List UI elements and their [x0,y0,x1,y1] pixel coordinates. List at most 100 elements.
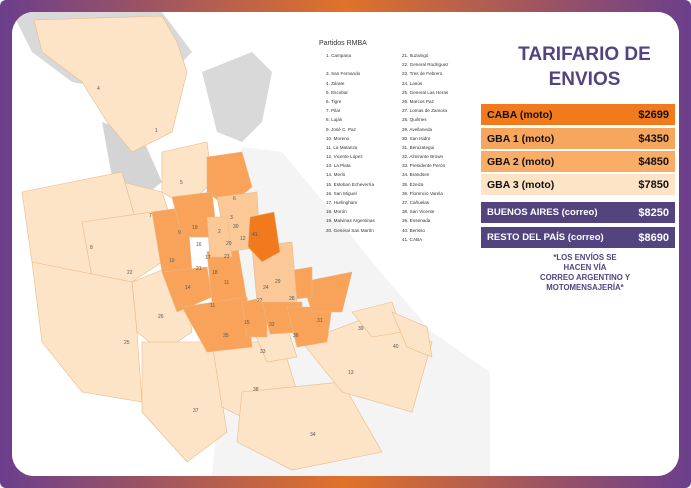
legend-item: 6. Tigre [326,98,342,104]
region-labels: 1 4 5 6 7 8 22 26 25 37 38 34 13 33 35 1… [90,86,399,438]
tariff-label: CABA (moto) [487,108,553,121]
legend-item: 36. Florencio Varela [402,190,443,196]
tariff-label: GBA 1 (moto) [487,132,555,145]
label-14: 14 [185,285,191,291]
region-gral-rodriguez [81,211,163,283]
legend-item: 34. Brandsen [402,172,430,178]
label-4: 4 [97,86,100,92]
label-19: 19 [192,225,198,231]
label-21: 21 [196,266,202,272]
legend-item: 39. Ensenada [402,218,431,224]
label-27: 27 [257,298,263,304]
legend-item: 12. Vicente López [326,154,363,160]
label-22: 22 [127,270,133,276]
legend-item: 27. Lomas de Zamora [402,108,447,114]
label-5: 5 [180,180,183,186]
tariff-price: $7850 [638,178,669,191]
legend-item: 20. General San Martín [326,227,374,233]
label-40: 40 [393,344,399,350]
legend-item: 38. San Vicente [402,209,435,215]
region-gba1-west [206,216,233,258]
tariff-title-line-1: TARIFARIO DE [518,44,651,65]
label-8: 8 [90,245,93,251]
label-10: 10 [169,258,175,264]
region-ezeiza [181,296,253,353]
label-11: 11 [224,280,229,286]
legend-item: 25. General Las Heras [402,89,449,95]
shipping-note: *LOS ENVÍOS SE HACEN VÍA CORREO ARGENTIN… [494,253,676,293]
label-24: 24 [263,285,269,291]
label-33: 33 [260,349,266,355]
legend-item: 22. General Rodríguez [402,62,449,68]
legend-item: 40. Berisso [402,227,425,233]
legend-item: 1. Campana [326,53,352,58]
legend-column-1: 1. Campana 3. San Fernando 4. Zárate 5. Esc… [326,51,375,235]
label-13: 13 [348,370,354,376]
region-berazategui [301,271,353,313]
legend-item: 14. Merlo [326,172,346,178]
rmba-map: 1 4 5 6 7 8 22 26 25 37 38 34 13 33 35 1… [12,12,490,476]
label-20: 20 [226,241,232,247]
note-line: CORREO ARGENTINO Y [539,273,631,282]
legend-item: 18. Morón [326,209,347,215]
tariff-price: $4350 [638,132,669,145]
label-12: 12 [240,236,246,242]
label-23: 23 [224,254,230,260]
label-2: 2 [218,229,221,235]
note-line: HACEN VÍA [563,263,607,272]
tariff-row-gba1: GBA 1 (moto) $4350 [481,128,675,149]
legend-item: 35. Ezeiza [402,181,424,187]
legend-item: 32. Almirante Brown [402,154,444,160]
label-38: 38 [253,387,259,393]
region-canuelas [141,341,228,463]
legend-title: Partidos RMBA [319,40,367,47]
legend-item: 9. José C. Paz [326,126,356,132]
tariff-label: RESTO DEL PAÍS (correo) [487,232,604,243]
legend-item: 15. Esteban Echeverría [326,181,375,187]
legend-item: 31. Berazategui [402,144,435,150]
legend-item: 19. Malvinas Argentinas [326,218,375,224]
label-32: 32 [269,322,275,328]
region-brandsen [236,381,383,471]
legend-item: 33. Presidente Perón [402,163,446,169]
label-1: 1 [155,128,158,134]
label-18: 18 [212,270,218,276]
tariff-label: GBA 3 (moto) [487,178,555,191]
legend-item [326,60,375,69]
legend-item: 26. Marcos Paz [402,98,434,104]
label-34: 34 [310,432,316,438]
tariff-price: $4850 [638,155,669,168]
legend-item: 8. Luján [326,117,343,123]
rio-de-la-plata-region [202,52,272,142]
legend-item: 24. Lanús [402,80,423,86]
content-card: 1 4 5 6 7 8 22 26 25 37 38 34 13 33 35 1… [12,12,679,476]
legend-item: 28. Quilmes [402,117,427,123]
legend-item: 30. San Isidro [402,135,431,141]
tariff-row-caba: CABA (moto) $2699 [481,104,675,125]
legend-item: 16. San Miguel [326,190,357,196]
legend-item: 7. Pilar [326,108,341,114]
label-37: 37 [193,408,199,414]
legend-item: 17. Hurlingham [326,200,358,205]
tariff-row-resto-del-pais: RESTO DEL PAÍS (correo) $8690 [481,227,675,248]
tariff-price: $8250 [638,206,669,219]
region-gral-las-heras [31,261,143,403]
label-28: 28 [289,296,295,302]
label-31: 31 [317,318,323,324]
label-30: 30 [233,224,239,230]
label-39: 39 [358,326,364,332]
tariff-label: GBA 2 (moto) [487,155,555,168]
legend-item: 21. Ituzaingó [402,53,429,58]
legend-item: 3. San Fernando [326,71,361,77]
region-caba [247,211,281,263]
label-7: 7 [149,213,152,219]
tariff-row-buenos-aires: BUENOS AIRES (correo) $8250 [481,202,675,223]
legend-item: 41. CABA [402,236,423,242]
legend-column-2: 21. Ituzaingó 22. General Rodríguez 23. Tr… [402,51,448,244]
label-29: 29 [275,279,281,285]
legend-item: 29. Avellaneda [402,126,433,132]
label-25: 25 [124,340,130,346]
label-6: 6 [233,196,236,202]
legend-item: 13. La Plata [326,163,351,169]
tariff-label: BUENOS AIRES (correo) [487,207,598,218]
